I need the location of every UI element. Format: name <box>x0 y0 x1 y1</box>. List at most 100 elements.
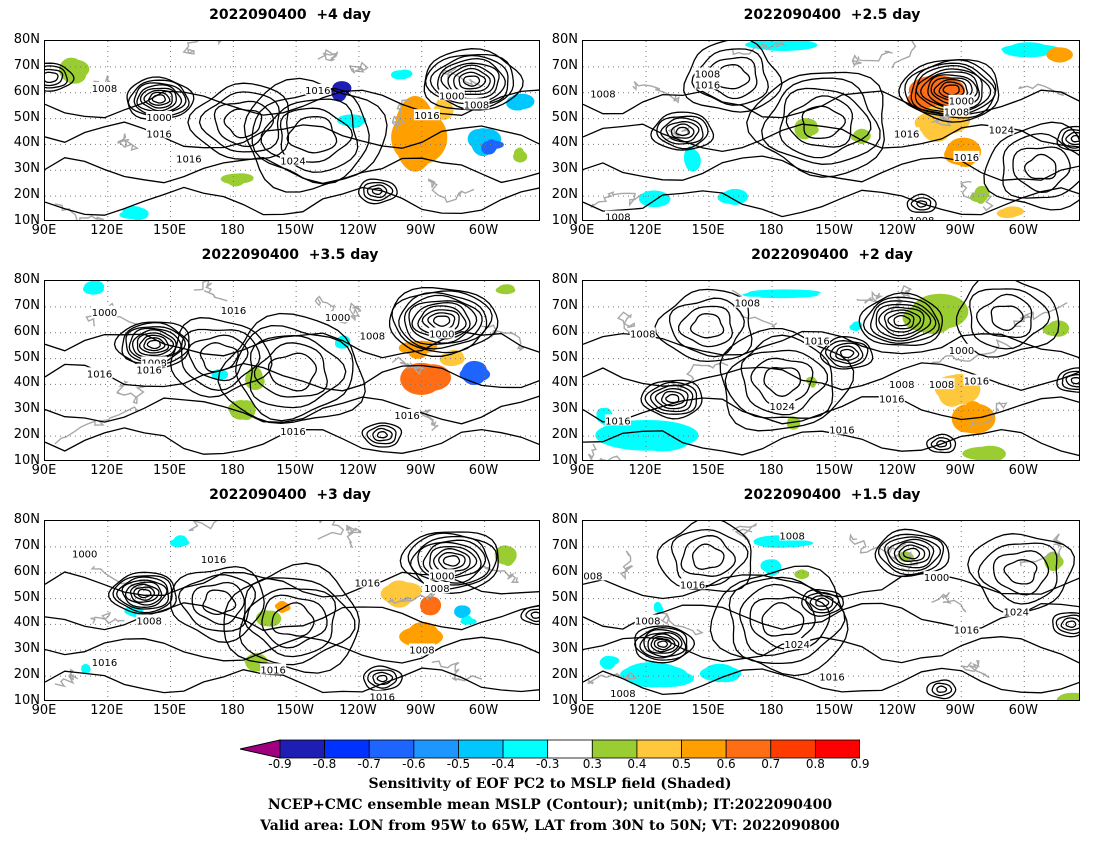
isobar-high <box>235 324 354 422</box>
isobar-low <box>650 384 694 413</box>
isobar-high <box>678 305 734 348</box>
contour-label-bg <box>413 109 440 121</box>
isobar-low <box>388 286 499 357</box>
isobar-low <box>403 294 483 346</box>
isobar-low <box>862 296 940 344</box>
isobar-high <box>1023 153 1057 180</box>
coastline <box>193 281 228 302</box>
coastline <box>632 81 680 104</box>
contour-label-bg <box>220 303 247 315</box>
shade-patch <box>170 538 186 548</box>
shade-patch <box>390 70 409 80</box>
panel-title-3day: 2022090400 +3 day <box>209 487 371 503</box>
isobar-high <box>654 288 753 363</box>
isobar-high <box>187 82 290 160</box>
isobar-low <box>639 628 687 659</box>
isobar-high <box>691 48 769 106</box>
latitude-tick-label: 20N <box>551 667 578 683</box>
coastline <box>317 49 339 62</box>
contour-label: 1016 <box>146 129 171 140</box>
isobar-high <box>746 71 885 178</box>
colorbar-tick-label: -0.8 <box>312 757 337 771</box>
isobar-low <box>634 625 696 664</box>
contour-label-bg <box>136 614 163 626</box>
longitude-tick-label: 120W <box>339 703 377 718</box>
colorbar-segment <box>324 739 370 759</box>
contour-label: 1016 <box>804 337 829 348</box>
isobar-low <box>910 197 932 211</box>
isobar-low <box>926 433 957 454</box>
panel-title-2day: 2022090400 +2 day <box>751 247 913 263</box>
isobar-high <box>191 581 245 626</box>
contour-label-bg <box>136 363 163 375</box>
isobar-low <box>902 547 921 560</box>
contour-label: 1016 <box>829 425 854 436</box>
contour-label: 1016 <box>954 626 979 637</box>
longitude-tick-label: 150E <box>153 223 187 238</box>
contour-label: 1016 <box>394 411 419 422</box>
coastline <box>931 338 1014 364</box>
isobar-low <box>650 111 715 151</box>
shade-patch <box>220 173 251 185</box>
contour-label: 1016 <box>605 416 630 427</box>
mslp-contours <box>583 281 1079 457</box>
isobar-low <box>916 200 928 208</box>
panel-title-4day: 2022090400 +4 day <box>209 7 371 23</box>
contour-label: 1024 <box>989 126 1014 137</box>
colorbar-tick-label: -0.7 <box>357 757 381 771</box>
isobar-low <box>121 579 168 608</box>
isobar-high <box>969 288 1051 350</box>
contour-label-bg <box>428 327 455 339</box>
coastline <box>969 401 1008 427</box>
isobar-low <box>898 544 926 562</box>
isobar-low <box>138 334 170 354</box>
isobar-low <box>361 422 403 448</box>
contour-label: 1000 <box>429 329 454 340</box>
shade-patch <box>495 286 516 295</box>
shade-patch <box>258 615 277 626</box>
isobar-high <box>763 367 802 397</box>
longitude-tick-label: 60W <box>468 463 499 478</box>
longitude-tick-label: 150W <box>276 463 314 478</box>
isobar-high <box>286 116 338 154</box>
longitude-tick-label: 90W <box>406 463 436 478</box>
coastline <box>481 565 519 584</box>
contour-label-bg <box>819 670 845 682</box>
isobar-high <box>223 562 360 674</box>
isobar-low <box>520 605 539 626</box>
footer-caption-sensitivity: Sensitivity of EOF PC2 to MSLP field (Sh… <box>368 776 732 792</box>
isobar-low <box>148 91 171 106</box>
isobar-high <box>967 533 1075 615</box>
isobar-high <box>1012 146 1071 193</box>
longitude-tick-label: 60W <box>468 223 499 238</box>
shade-patch <box>794 118 818 134</box>
contour-label: 1016 <box>414 111 439 122</box>
colorbar-segment <box>368 739 415 759</box>
isobar-high <box>750 357 814 407</box>
coastline <box>851 50 893 67</box>
isobar-low <box>429 546 478 577</box>
mslp-contours <box>45 48 539 216</box>
longitude-tick-label: 150E <box>153 703 187 718</box>
latitude-tick-label: 10N <box>13 453 40 468</box>
latitude-tick-label: 30N <box>13 161 40 177</box>
contour-label: 1016 <box>260 665 285 676</box>
shade-patch <box>82 667 91 674</box>
shade-patch <box>973 445 1006 460</box>
isobar-low <box>398 291 488 350</box>
isobar-low <box>1070 377 1079 385</box>
contour-label-bg <box>71 547 98 559</box>
coastline <box>960 659 990 679</box>
mslp-contours <box>45 286 539 455</box>
isobar-high <box>223 108 263 139</box>
contour-label-bg <box>86 367 113 379</box>
latitude-tick-label: 50N <box>13 109 40 125</box>
longitude-tick-label: 150W <box>276 703 314 718</box>
contour-label-bg <box>354 576 381 588</box>
coastline <box>587 443 622 460</box>
isobar-low <box>139 87 177 112</box>
isobar-high <box>716 64 751 90</box>
contour-label-bg <box>141 356 168 368</box>
isobar-low <box>462 75 481 87</box>
shade-patch <box>1001 44 1060 55</box>
